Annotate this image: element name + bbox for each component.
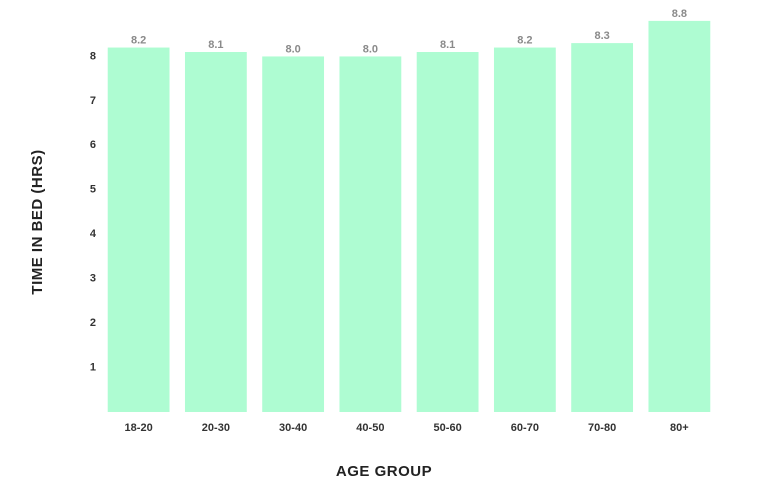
y-tick-label: 5 xyxy=(90,184,96,196)
x-tick-label: 40-50 xyxy=(356,422,384,434)
bar xyxy=(339,56,402,412)
value-label: 8.3 xyxy=(594,30,609,42)
bar xyxy=(571,43,634,412)
value-label: 8.0 xyxy=(285,43,300,55)
y-tick-label: 8 xyxy=(90,50,96,62)
value-label: 8.1 xyxy=(208,39,223,51)
x-tick-label: 18-20 xyxy=(125,422,153,434)
bar xyxy=(416,52,479,412)
bar xyxy=(493,47,556,413)
x-tick-label: 30-40 xyxy=(279,422,307,434)
y-tick-label: 7 xyxy=(90,95,96,107)
x-tick-label: 70-80 xyxy=(588,422,616,434)
bar xyxy=(262,56,325,412)
bar xyxy=(648,20,711,413)
value-label: 8.1 xyxy=(440,39,455,51)
y-tick-label: 6 xyxy=(90,139,96,151)
x-axis-title: AGE GROUP xyxy=(336,463,432,480)
y-tick-label: 4 xyxy=(90,228,97,240)
y-tick-label: 3 xyxy=(90,273,96,285)
bar xyxy=(184,52,247,412)
x-tick-label: 60-70 xyxy=(511,422,539,434)
value-label: 8.0 xyxy=(363,43,378,55)
y-tick-label: 1 xyxy=(90,361,96,373)
value-label: 8.8 xyxy=(672,8,687,20)
x-tick-label: 20-30 xyxy=(202,422,230,434)
value-label: 8.2 xyxy=(517,34,532,46)
value-label: 8.2 xyxy=(131,34,146,46)
y-axis-title: TIME IN BED (HRS) xyxy=(29,149,46,294)
y-tick-label: 2 xyxy=(90,317,96,329)
x-tick-label: 50-60 xyxy=(434,422,462,434)
bar xyxy=(107,47,170,413)
x-tick-label: 80+ xyxy=(670,422,689,434)
